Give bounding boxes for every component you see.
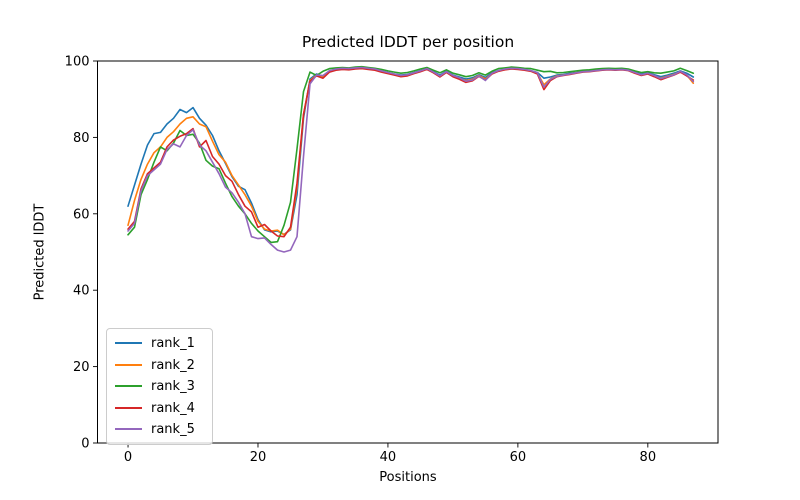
legend-entry-rank_2: rank_2 — [115, 356, 204, 375]
y-tick-label: 60 — [73, 207, 90, 222]
y-tick-label: 80 — [73, 131, 90, 146]
legend-label: rank_3 — [151, 379, 195, 395]
x-tick-label: 40 — [380, 450, 397, 465]
y-tick-label: 100 — [65, 55, 90, 70]
y-tick-label: 40 — [73, 284, 90, 299]
series-line-rank_3 — [127, 65, 695, 244]
legend-line-swatch — [115, 406, 142, 409]
legend-entry-rank_5: rank_5 — [115, 420, 204, 439]
x-tick-label: 80 — [640, 450, 657, 465]
legend: rank_1 rank_2 rank_3 rank_4 rank_5 — [106, 328, 213, 445]
legend-label: rank_4 — [151, 400, 195, 416]
series-line-rank_1 — [127, 67, 695, 236]
y-axis-label: Predicted lDDT — [32, 203, 48, 301]
series-line-rank_2 — [127, 67, 695, 236]
legend-line-swatch — [115, 342, 142, 345]
legend-entry-rank_3: rank_3 — [115, 377, 204, 396]
y-tick-label: 20 — [73, 360, 90, 375]
y-tick-label: 0 — [81, 437, 89, 452]
chart-title: Predicted lDDT per position — [301, 33, 515, 51]
legend-entry-rank_1: rank_1 — [115, 334, 204, 353]
plot-border — [97, 60, 719, 444]
legend-entry-rank_4: rank_4 — [115, 399, 204, 418]
legend-line-swatch — [115, 428, 142, 431]
legend-line-swatch — [115, 385, 142, 388]
series-line-rank_5 — [127, 66, 695, 253]
legend-label: rank_2 — [151, 357, 195, 373]
x-axis-label: Positions — [379, 470, 437, 485]
x-tick-label: 60 — [510, 450, 527, 465]
legend-line-swatch — [115, 363, 142, 366]
legend-label: rank_1 — [151, 336, 195, 352]
x-tick-label: 0 — [124, 450, 132, 465]
x-tick-label: 20 — [250, 450, 267, 465]
series-line-rank_4 — [127, 67, 695, 238]
legend-label: rank_5 — [151, 422, 195, 438]
